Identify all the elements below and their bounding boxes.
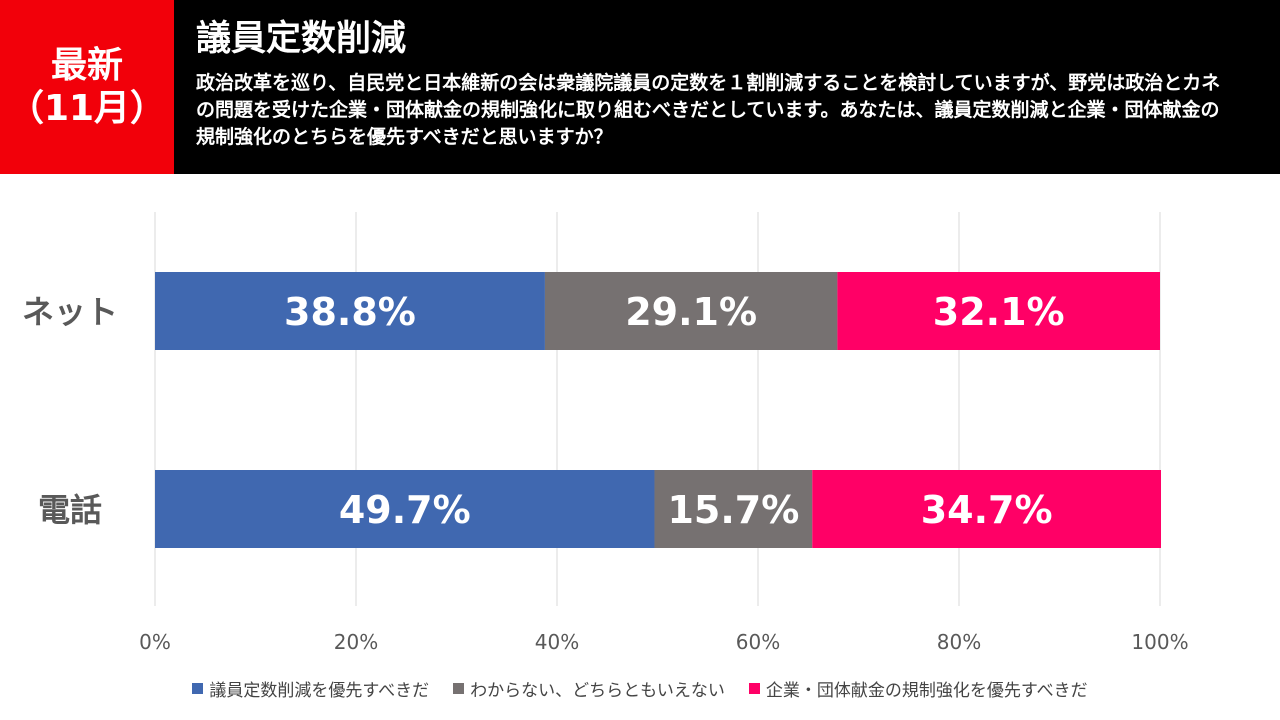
latest-badge: 最新 （11月） xyxy=(0,0,174,174)
x-tick-label: 40% xyxy=(535,630,579,654)
stacked-bar-chart: 0% 20% 40% 60% 80% 100% ネット 38.8% 29.1% 32.1% 電話 49… xyxy=(22,212,1189,654)
badge-line2: （11月） xyxy=(7,88,167,129)
x-tick-label: 60% xyxy=(736,630,780,654)
bar-segment xyxy=(837,272,1160,350)
legend-swatch xyxy=(192,683,204,694)
bar-segment xyxy=(155,470,655,548)
legend-swatch xyxy=(748,683,760,694)
legend-item: わからない、どちらともいえない xyxy=(453,676,725,701)
data-label: 32.1% xyxy=(933,290,1065,334)
data-label: 15.7% xyxy=(667,488,799,532)
bar-segment xyxy=(544,272,838,350)
category-label: 電話 xyxy=(38,491,102,529)
legend-swatch xyxy=(453,683,465,694)
legend-label: わからない、どちらともいえない xyxy=(470,681,725,701)
legend-label: 企業・団体献金の規制強化を優先すべきだ xyxy=(765,681,1088,701)
badge-line1: 最新 xyxy=(50,44,123,86)
data-label: 38.8% xyxy=(284,290,416,334)
legend-label: 議員定数削減を優先すべきだ xyxy=(209,681,430,701)
x-tick-label: 100% xyxy=(1131,630,1188,654)
x-tick-label: 0% xyxy=(139,630,171,654)
x-tick-label: 20% xyxy=(334,630,378,654)
data-label: 34.7% xyxy=(921,488,1053,532)
page-title: 議員定数削減 xyxy=(196,19,407,59)
bar-segment xyxy=(654,470,813,548)
bar-segment xyxy=(812,470,1162,548)
x-tick-label: 80% xyxy=(937,630,981,654)
legend-item: 企業・団体献金の規制強化を優先すべきだ xyxy=(748,676,1088,701)
legend: 議員定数削減を優先すべきだ わからない、どちらともいえない 企業・団体献金の規制強化… xyxy=(0,676,1280,701)
legend-item: 議員定数削減を優先すべきだ xyxy=(192,676,429,701)
data-label: 49.7% xyxy=(339,488,471,532)
question-text: 政治改革を巡り、自民党と日本維新の会は衆議院議員の定数を１割削減することを検討し… xyxy=(196,72,1221,148)
data-label: 29.1% xyxy=(625,290,757,334)
header: 最新 （11月） 議員定数削減 政治改革を巡り、自民党と日本維新の会は衆議院議員… xyxy=(0,0,1280,174)
bar-segment xyxy=(155,272,545,350)
category-label: ネット xyxy=(22,293,118,331)
